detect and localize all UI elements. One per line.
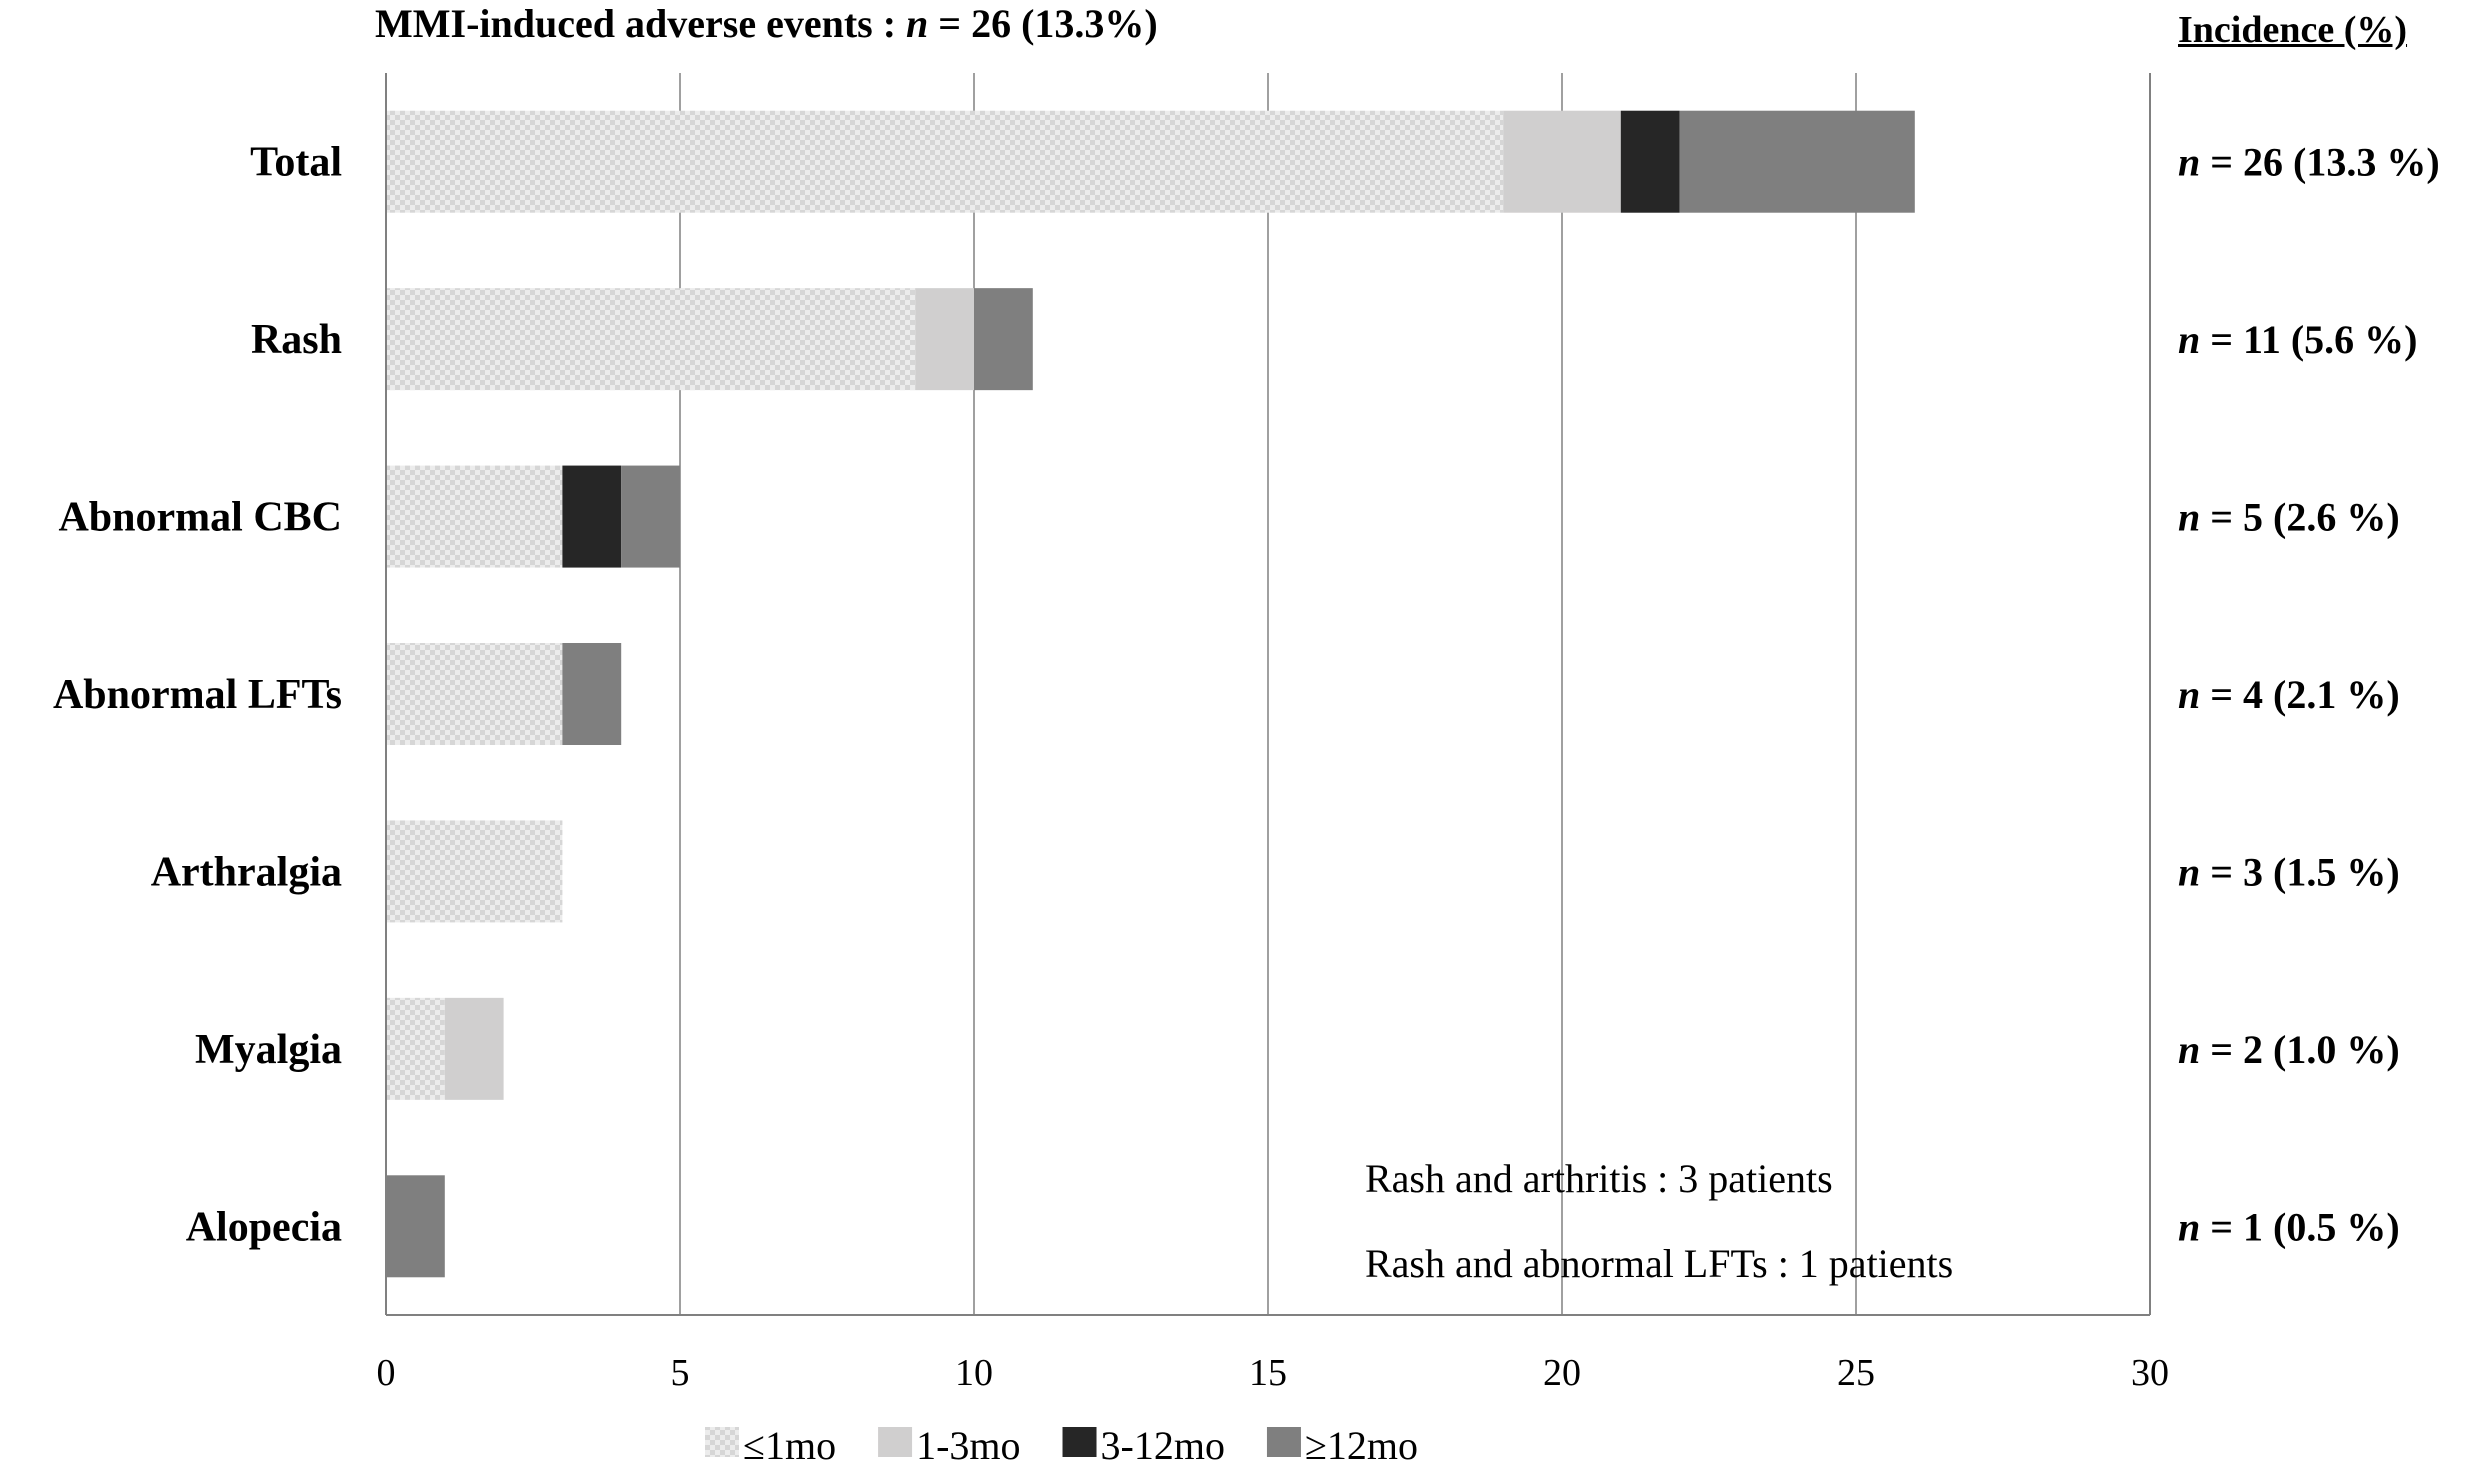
bar-le1mo-2 — [386, 465, 563, 568]
bar-m1_3-5 — [444, 997, 504, 1100]
x-tick-label-10: 10 — [955, 1352, 993, 1394]
incidence-labels: n = 26 (13.3 %) n = 11 (5.6 %) n = 5 (2.6 … — [2178, 140, 2440, 1250]
axes: 0 5 10 15 20 25 30 — [377, 73, 2169, 1394]
x-tick-label-0: 0 — [377, 1352, 396, 1394]
title-suffix: = 26 (13.3%) — [928, 1, 1158, 46]
category-label-3: Abnormal LFTs — [53, 672, 342, 718]
bar-le1mo-3 — [386, 643, 563, 745]
bar-ge12-2 — [621, 465, 680, 568]
bar-m3_12-2 — [562, 465, 622, 568]
legend-label-m3_12: 3-12mo — [1101, 1423, 1225, 1468]
gridlines — [679, 73, 2151, 1315]
bar-le1mo-5 — [386, 997, 445, 1100]
legend-swatch-m1_3 — [878, 1427, 913, 1457]
legend-swatch-m3_12 — [1062, 1427, 1097, 1457]
chart-title: MMI-induced adverse events : n = 26 (13.… — [375, 0, 1158, 47]
labels: Total Rash Abnormal CBC Abnormal LFTs Arthra… — [53, 140, 342, 1251]
bars — [386, 110, 1915, 1278]
bar-m3_12-0 — [1620, 110, 1680, 213]
incidence-label-1: n = 11 (5.6 %) — [2178, 317, 2417, 362]
incidence-header: Incidence (%) — [2178, 9, 2408, 51]
note-rash-arthritis: Rash and arthritis : 3 patients — [1365, 1156, 1833, 1201]
legend-label-le1mo: ≤1mo — [743, 1423, 836, 1468]
notes: Rash and arthritis : 3 patients Rash and… — [1365, 1156, 1953, 1286]
category-label-4: Arthralgia — [151, 849, 342, 895]
bar-ge12-3 — [562, 643, 622, 745]
category-label-5: Myalgia — [195, 1027, 342, 1073]
legend-label-m1_3: 1-3mo — [916, 1423, 1020, 1468]
title-prefix: MMI-induced adverse events : — [375, 1, 907, 46]
x-tick-label-30: 30 — [2131, 1352, 2169, 1394]
bar-ge12-6 — [386, 1175, 445, 1278]
bar-m1_3-1 — [915, 288, 974, 391]
bar-m1_3-0 — [1503, 110, 1621, 213]
incidence-label-5: n = 2 (1.0 %) — [2178, 1027, 2400, 1072]
incidence-label-4: n = 3 (1.5 %) — [2178, 849, 2400, 894]
x-tick-label-15: 15 — [1249, 1352, 1287, 1394]
category-label-2: Abnormal CBC — [58, 495, 342, 541]
incidence-label-2: n = 5 (2.6 %) — [2178, 495, 2400, 540]
legend: ≤1mo 1-3mo 3-12mo ≥12mo — [705, 1423, 1418, 1468]
note-rash-lfts: Rash and abnormal LFTs : 1 patients — [1365, 1241, 1953, 1286]
bar-le1mo-4 — [386, 820, 563, 923]
legend-label-ge12: ≥12mo — [1305, 1423, 1418, 1468]
x-tick-label-5: 5 — [671, 1352, 690, 1394]
bar-le1mo-1 — [386, 288, 916, 391]
incidence-label-0: n = 26 (13.3 %) — [2178, 140, 2440, 185]
category-label-6: Alopecia — [186, 1204, 342, 1250]
legend-swatch-ge12 — [1266, 1427, 1301, 1457]
x-tick-label-25: 25 — [1837, 1352, 1875, 1394]
incidence-label-3: n = 4 (2.1 %) — [2178, 672, 2400, 717]
category-label-1: Rash — [251, 317, 342, 363]
title-n: n — [906, 1, 929, 46]
legend-swatch-le1mo — [705, 1427, 739, 1457]
bar-ge12-0 — [1679, 110, 1915, 213]
bar-le1mo-0 — [386, 110, 1504, 213]
incidence-label-6: n = 1 (0.5 %) — [2178, 1204, 2400, 1249]
x-tick-label-20: 20 — [1543, 1352, 1581, 1394]
category-label-0: Total — [250, 140, 342, 186]
bar-ge12-1 — [974, 288, 1033, 391]
